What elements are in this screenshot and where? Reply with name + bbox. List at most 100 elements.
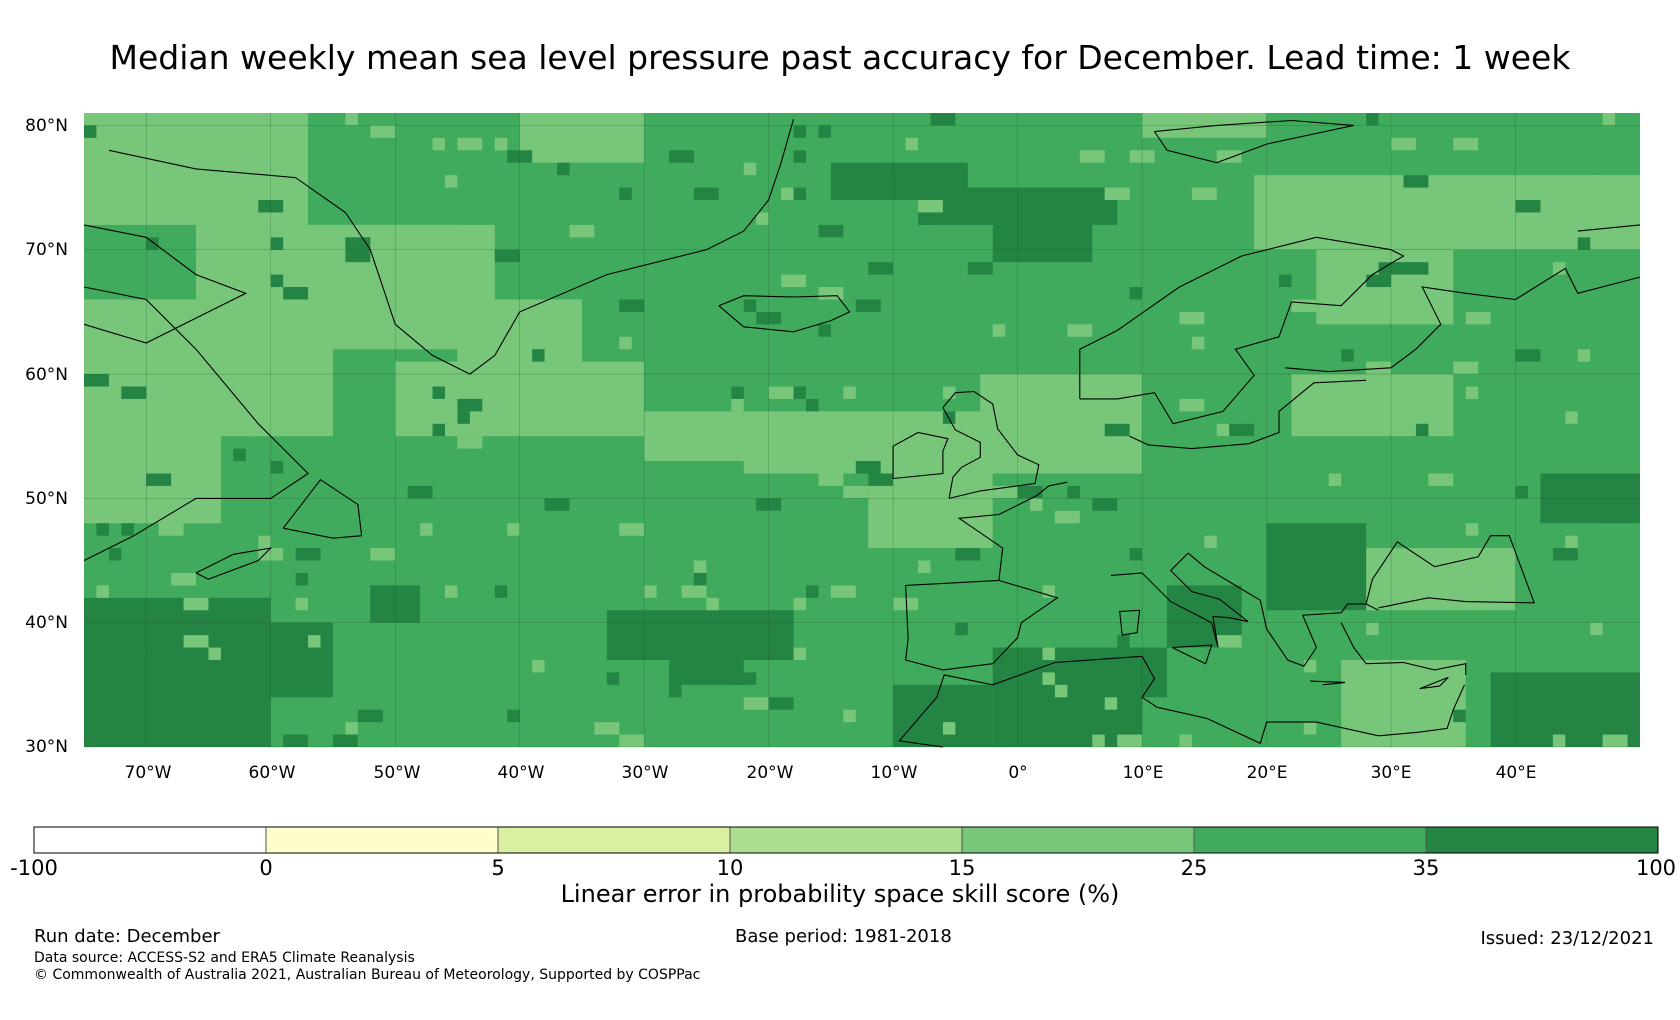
skill-cell [1303, 722, 1317, 735]
skill-cell [432, 423, 445, 437]
colorbar-bin-25-35 [1194, 827, 1426, 853]
colorbar-tick-35: 35 [1413, 856, 1440, 880]
skill-cell [855, 299, 881, 312]
skill-cell [544, 498, 570, 511]
skill-cell [955, 622, 968, 636]
skill-cell [918, 212, 931, 225]
skill-cell [693, 572, 707, 586]
skill-cell [1104, 647, 1118, 660]
issued-date: Issued: 23/12/2021 [1480, 928, 1654, 949]
skill-cell [295, 597, 309, 611]
skill-cell [805, 398, 819, 412]
skill-cell [868, 473, 894, 486]
skill-cell [357, 324, 383, 337]
skill-cell [768, 697, 794, 710]
colorbar-tick-10: 10 [717, 856, 744, 880]
coastline-uk [942, 390, 1040, 499]
skill-cell [457, 137, 483, 151]
skill-cell [1104, 423, 1130, 437]
skill-cell [669, 684, 682, 698]
skill-cell [1216, 150, 1242, 163]
skill-cell [1129, 287, 1143, 300]
coastline-sicily [1171, 644, 1213, 665]
skill-cell [793, 386, 806, 399]
lon-label-10w: 10°W [871, 763, 918, 783]
skill-cell [295, 548, 321, 561]
coastline-labrador [83, 286, 309, 561]
skill-cell [171, 572, 197, 586]
map-area [83, 113, 1641, 748]
lon-label-20w: 20°W [747, 763, 794, 783]
skill-cell [1117, 734, 1143, 747]
coastline-black-sea [1365, 535, 1535, 609]
colorbar-bin-5-10 [498, 827, 730, 853]
skill-cell [693, 187, 719, 201]
lon-label-20e: 20°E [1247, 763, 1288, 783]
skill-cell [283, 287, 309, 300]
skill-cell [258, 535, 271, 549]
lat-label-30n: 30°N [25, 737, 68, 757]
skill-cell [1465, 523, 1479, 536]
skill-patch-light [84, 299, 333, 437]
skill-cell [357, 709, 383, 723]
skill-cell [158, 510, 184, 524]
skill-cell [395, 411, 408, 424]
skill-cell [420, 523, 433, 536]
lon-label-40e: 40°E [1496, 763, 1537, 783]
skill-cell [1552, 262, 1566, 275]
colorbar-bin-neg100-0 [34, 827, 266, 853]
skill-cell [345, 249, 371, 263]
coastline-nova-scotia [195, 547, 273, 580]
skill-cell [1403, 175, 1429, 188]
skill-cell [1602, 510, 1628, 524]
skill-cell [332, 734, 358, 747]
coastline-ireland [892, 431, 949, 480]
skill-cell [793, 187, 806, 201]
lon-label-30w: 30°W [622, 763, 669, 783]
skill-cell [930, 113, 956, 126]
skill-cell [1515, 200, 1541, 213]
skill-cell [1042, 672, 1055, 685]
skill-cell [494, 585, 508, 598]
skill-cell [84, 125, 97, 138]
coastline-sardinia [1119, 609, 1141, 636]
lat-label-60n: 60°N [25, 365, 68, 385]
skill-cell [1577, 349, 1591, 362]
skill-cell [868, 262, 894, 275]
skill-cell [669, 150, 694, 163]
skill-cell [1590, 175, 1603, 188]
skill-cell [644, 585, 657, 598]
skill-cell [270, 461, 284, 474]
skill-cell [1303, 560, 1329, 573]
skill-cell [432, 386, 445, 399]
skill-cell [183, 597, 209, 611]
skill-cell [146, 473, 172, 486]
skill-cell [1179, 311, 1205, 325]
skill-cell [208, 647, 221, 660]
skill-cell [1602, 113, 1616, 126]
coastline-crete [1310, 680, 1346, 686]
skill-cell [1515, 349, 1541, 362]
skill-cell [444, 585, 458, 598]
skill-cell [606, 672, 620, 685]
skill-cell [457, 398, 483, 412]
skill-cell [1054, 684, 1068, 698]
skill-cell [1092, 498, 1118, 511]
skill-cell [818, 473, 844, 486]
skill-cell [196, 187, 209, 201]
run-date: Run date: December [34, 926, 220, 947]
lon-label-10e: 10°E [1123, 763, 1164, 783]
skill-cell [1229, 423, 1255, 437]
skill-cell [1191, 336, 1205, 350]
coastline-iberia [904, 579, 1059, 671]
skill-cell [121, 647, 147, 660]
skill-cell [693, 560, 707, 573]
skill-cell [457, 436, 470, 449]
skill-cell [1577, 237, 1591, 250]
skill-cell [407, 485, 433, 499]
skill-cell [121, 386, 147, 399]
skill-cell [1453, 137, 1479, 151]
skill-cell [1303, 659, 1317, 673]
skill-cell [494, 249, 520, 263]
